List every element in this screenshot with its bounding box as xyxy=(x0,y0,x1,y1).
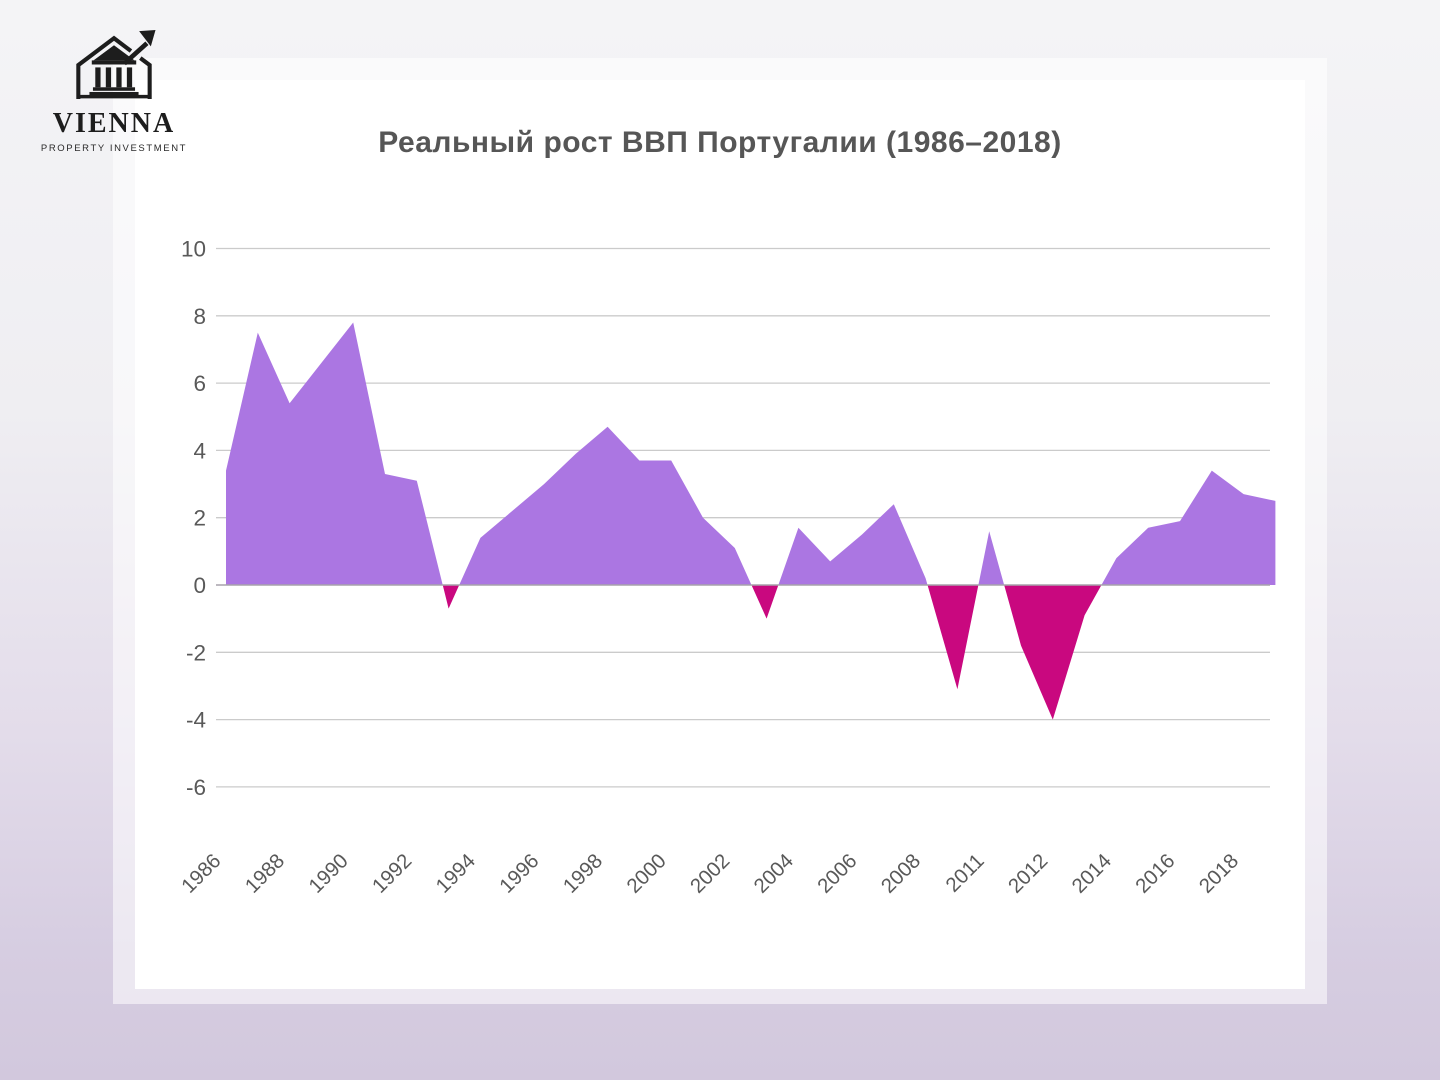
logo-subtitle: PROPERTY INVESTMENT xyxy=(40,143,188,154)
logo-name: VIENNA xyxy=(52,108,176,139)
company-logo: VIENNA PROPERTY INVESTMENT xyxy=(41,30,185,154)
chart-card xyxy=(135,80,1305,989)
bank-building-arrow-icon xyxy=(76,30,156,99)
chart-title: Реальный рост ВВП Португалии (1986–2018) xyxy=(378,126,1062,159)
